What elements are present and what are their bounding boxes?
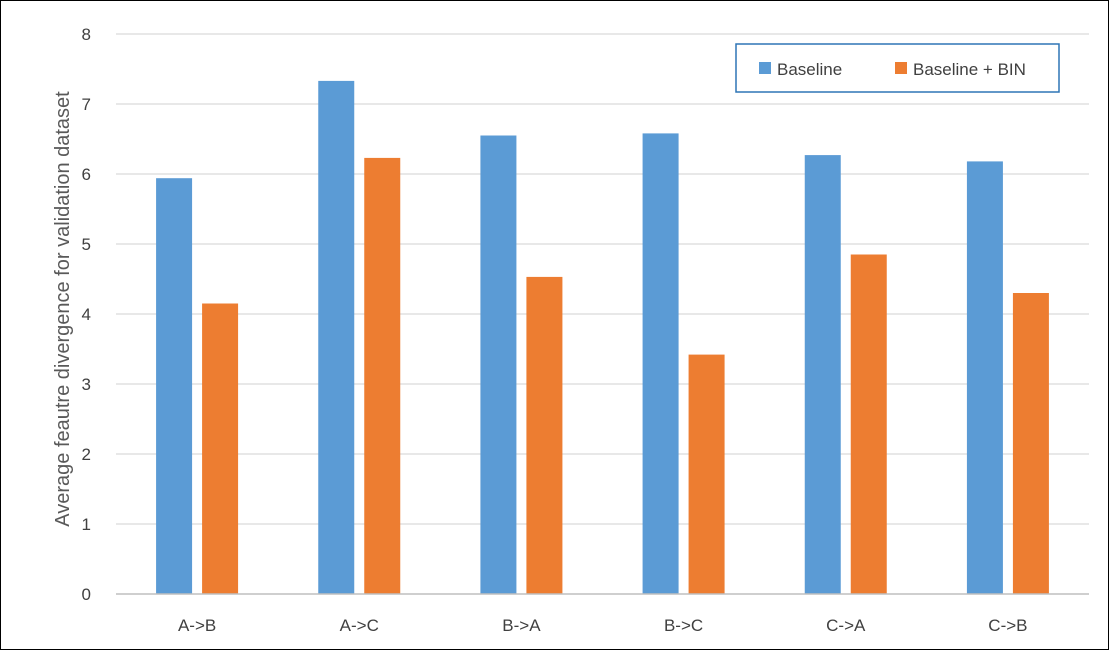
legend-box [735, 43, 1060, 93]
gridlines [116, 33, 1089, 525]
x-tick-label: B->A [502, 616, 541, 635]
x-tick-label: C->B [988, 616, 1027, 635]
bar-baseline-bc [642, 133, 679, 594]
y-tick-label: 0 [82, 585, 91, 604]
legend: Baseline Baseline + BIN [735, 43, 1060, 93]
y-tick-label: 2 [82, 445, 91, 464]
bar-baseline-bin-ba [526, 276, 563, 594]
x-tick-label: A->C [340, 616, 379, 635]
legend-label-baseline-bin: Baseline + BIN [913, 60, 1026, 79]
bar-baseline-bin-cb [1012, 293, 1049, 594]
legend-swatch-baseline-bin [895, 62, 907, 74]
y-tick-label: 3 [82, 375, 91, 394]
y-tick-label: 7 [82, 95, 91, 114]
y-tick-label: 1 [82, 515, 91, 534]
bar-baseline-bin-ac [364, 157, 401, 594]
y-axis-title: Average feautre divergence for validatio… [52, 91, 74, 527]
bar-baseline-bin-ca [850, 254, 887, 594]
x-tick-label: C->A [826, 616, 866, 635]
bar-baseline-bin-bc [688, 354, 725, 594]
y-tick-label: 5 [82, 235, 91, 254]
bar-baseline-ac [318, 80, 355, 594]
y-tick-label: 8 [82, 25, 91, 44]
bars [156, 80, 1049, 594]
bar-baseline-bin-ab [202, 303, 239, 594]
x-tick-label: B->C [664, 616, 703, 635]
x-tick-label: A->B [178, 616, 216, 635]
legend-swatch-baseline [759, 62, 771, 74]
y-tick-label: 6 [82, 165, 91, 184]
x-axis-ticks: A->B A->C B->A B->C C->A C->B [178, 616, 1028, 635]
bar-baseline-ba [480, 135, 517, 594]
y-axis-ticks: 0 1 2 3 4 5 6 7 8 [82, 25, 91, 604]
bar-baseline-ca [804, 155, 841, 594]
y-tick-label: 4 [82, 305, 91, 324]
legend-label-baseline: Baseline [777, 60, 842, 79]
bar-baseline-ab [156, 178, 193, 594]
bar-baseline-cb [966, 161, 1003, 594]
